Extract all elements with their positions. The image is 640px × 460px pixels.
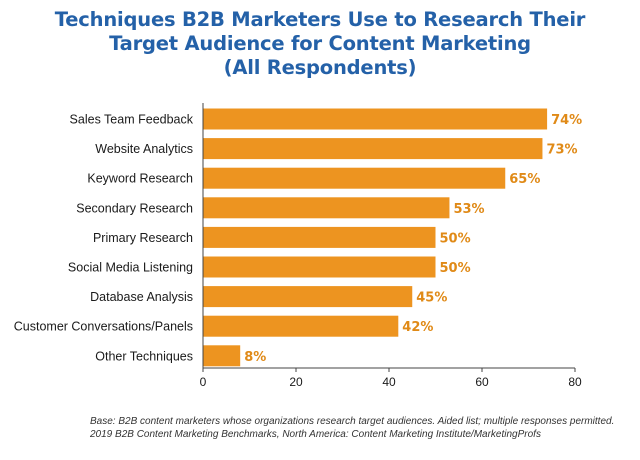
bar xyxy=(203,286,413,308)
value-label: 50% xyxy=(440,231,471,246)
category-label: Other Techniques xyxy=(95,349,193,363)
category-label: Social Media Listening xyxy=(68,261,193,275)
chart-title: Techniques B2B Marketers Use to Research… xyxy=(0,8,640,80)
category-label: Keyword Research xyxy=(87,172,193,186)
chart-title-line-2: Target Audience for Content Marketing xyxy=(109,32,531,55)
footnote-base: Base: B2B content marketers whose organi… xyxy=(90,416,615,427)
value-label: 53% xyxy=(453,202,484,217)
value-label: 45% xyxy=(416,291,447,306)
bar xyxy=(203,167,506,189)
chart-title-line-1: Techniques B2B Marketers Use to Research… xyxy=(54,8,586,31)
category-label: Secondary Research xyxy=(76,201,193,215)
x-tick-label: 40 xyxy=(382,375,396,389)
category-label: Database Analysis xyxy=(90,290,193,304)
category-label: Primary Research xyxy=(93,231,193,245)
bar xyxy=(203,345,241,367)
value-label: 74% xyxy=(551,113,582,128)
x-tick-label: 0 xyxy=(200,375,207,389)
category-label: Customer Conversations/Panels xyxy=(14,320,193,334)
value-label: 8% xyxy=(244,350,266,365)
bar xyxy=(203,315,399,337)
category-label: Sales Team Feedback xyxy=(70,113,194,127)
x-tick-label: 60 xyxy=(475,375,489,389)
bar xyxy=(203,138,543,160)
x-tick-label: 80 xyxy=(568,375,582,389)
chart-title-line-3: (All Respondents) xyxy=(223,56,417,79)
value-label: 73% xyxy=(546,143,577,158)
bar xyxy=(203,256,436,278)
bar xyxy=(203,197,450,219)
value-label: 42% xyxy=(402,320,433,335)
bar xyxy=(203,108,548,130)
footnote-source: 2019 B2B Content Marketing Benchmarks, N… xyxy=(90,429,541,440)
value-label: 50% xyxy=(440,261,471,276)
value-label: 65% xyxy=(509,172,540,187)
x-tick-label: 20 xyxy=(289,375,303,389)
category-label: Website Analytics xyxy=(95,142,193,156)
bar xyxy=(203,226,436,248)
